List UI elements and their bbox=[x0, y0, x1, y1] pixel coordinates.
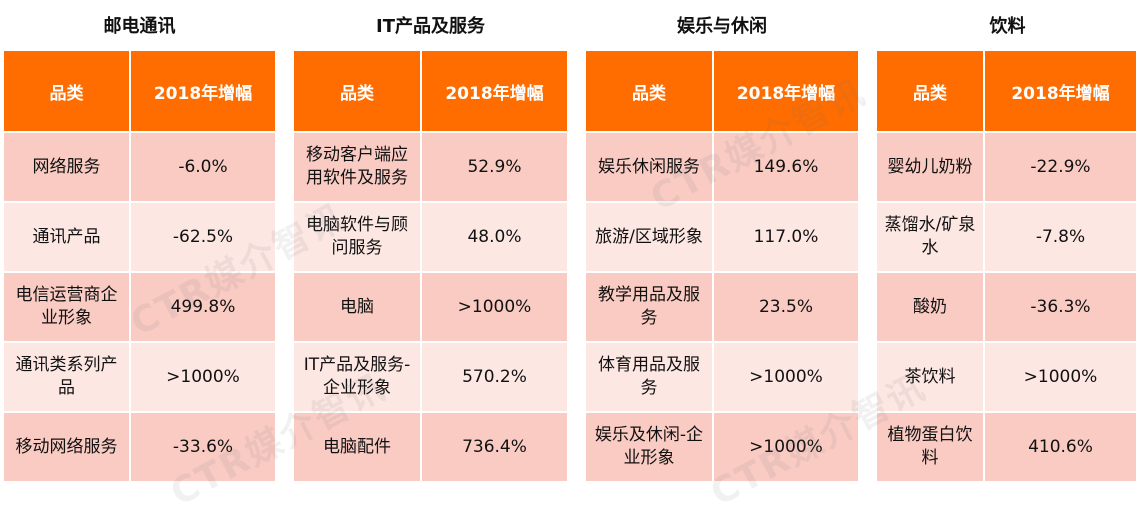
table-row: 网络服务 -6.0% bbox=[4, 133, 275, 201]
category-cell: 移动客户端应用软件及服务 bbox=[294, 133, 420, 201]
category-cell: IT产品及服务-企业形象 bbox=[294, 343, 420, 411]
category-cell: 体育用品及服务 bbox=[586, 343, 712, 411]
category-cell: 酸奶 bbox=[877, 273, 983, 341]
category-cell: 电脑软件与顾问服务 bbox=[294, 203, 420, 271]
table-row: 茶饮料 >1000% bbox=[877, 343, 1136, 411]
category-cell: 网络服务 bbox=[4, 133, 129, 201]
growth-cell: 117.0% bbox=[714, 203, 858, 271]
panel-title: 邮电通讯 bbox=[103, 16, 176, 37]
column-header-growth: 2018年增幅 bbox=[131, 51, 275, 131]
column-header-category: 品类 bbox=[877, 51, 983, 131]
growth-cell: -62.5% bbox=[131, 203, 275, 271]
category-cell: 电脑配件 bbox=[294, 413, 420, 481]
table-row: 体育用品及服务 >1000% bbox=[586, 343, 858, 411]
table-row: 通讯类系列产品 >1000% bbox=[4, 343, 275, 411]
category-cell: 通讯类系列产品 bbox=[4, 343, 129, 411]
growth-table: 品类 2018年增幅 娱乐休闲服务 149.6% 旅游/区域形象 117.0% … bbox=[584, 49, 860, 483]
growth-table: 品类 2018年增幅 网络服务 -6.0% 通讯产品 -62.5% 电信运营商企… bbox=[2, 49, 277, 483]
growth-cell: 48.0% bbox=[422, 203, 567, 271]
category-cell: 教学用品及服务 bbox=[586, 273, 712, 341]
table-row: 娱乐休闲服务 149.6% bbox=[586, 133, 858, 201]
table-row: 教学用品及服务 23.5% bbox=[586, 273, 858, 341]
growth-cell: -33.6% bbox=[131, 413, 275, 481]
growth-cell: -7.8% bbox=[985, 203, 1136, 271]
table-row: 娱乐及休闲-企业形象 >1000% bbox=[586, 413, 858, 481]
category-cell: 娱乐休闲服务 bbox=[586, 133, 712, 201]
table-row: 婴幼儿奶粉 -22.9% bbox=[877, 133, 1136, 201]
growth-cell: 149.6% bbox=[714, 133, 858, 201]
panel-title: 娱乐与休闲 bbox=[677, 16, 767, 37]
table-header-row: 品类 2018年增幅 bbox=[877, 51, 1136, 131]
table-row: 通讯产品 -62.5% bbox=[4, 203, 275, 271]
category-cell: 娱乐及休闲-企业形象 bbox=[586, 413, 712, 481]
growth-cell: -22.9% bbox=[985, 133, 1136, 201]
growth-cell: -36.3% bbox=[985, 273, 1136, 341]
growth-cell: 570.2% bbox=[422, 343, 567, 411]
category-cell: 婴幼儿奶粉 bbox=[877, 133, 983, 201]
growth-cell: >1000% bbox=[714, 343, 858, 411]
column-header-category: 品类 bbox=[294, 51, 420, 131]
growth-cell: >1000% bbox=[714, 413, 858, 481]
table-row: 电脑软件与顾问服务 48.0% bbox=[294, 203, 567, 271]
growth-table: 品类 2018年增幅 婴幼儿奶粉 -22.9% 蒸馏水/矿泉水 -7.8% 酸奶… bbox=[875, 49, 1138, 483]
category-cell: 蒸馏水/矿泉水 bbox=[877, 203, 983, 271]
growth-cell: >1000% bbox=[131, 343, 275, 411]
column-header-growth: 2018年增幅 bbox=[714, 51, 858, 131]
growth-cell: 736.4% bbox=[422, 413, 567, 481]
growth-cell: -6.0% bbox=[131, 133, 275, 201]
table-row: 移动客户端应用软件及服务 52.9% bbox=[294, 133, 567, 201]
growth-cell: 499.8% bbox=[131, 273, 275, 341]
table-row: IT产品及服务-企业形象 570.2% bbox=[294, 343, 567, 411]
table-header-row: 品类 2018年增幅 bbox=[4, 51, 275, 131]
growth-cell: >1000% bbox=[422, 273, 567, 341]
table-row: 电脑配件 736.4% bbox=[294, 413, 567, 481]
category-cell: 旅游/区域形象 bbox=[586, 203, 712, 271]
category-cell: 茶饮料 bbox=[877, 343, 983, 411]
growth-cell: 23.5% bbox=[714, 273, 858, 341]
table-header-row: 品类 2018年增幅 bbox=[586, 51, 858, 131]
column-header-growth: 2018年增幅 bbox=[985, 51, 1136, 131]
table-header-row: 品类 2018年增幅 bbox=[294, 51, 567, 131]
category-cell: 植物蛋白饮料 bbox=[877, 413, 983, 481]
growth-table: 品类 2018年增幅 移动客户端应用软件及服务 52.9% 电脑软件与顾问服务 … bbox=[292, 49, 569, 483]
column-header-growth: 2018年增幅 bbox=[422, 51, 567, 131]
table-row: 酸奶 -36.3% bbox=[877, 273, 1136, 341]
category-cell: 电脑 bbox=[294, 273, 420, 341]
column-header-category: 品类 bbox=[586, 51, 712, 131]
category-cell: 移动网络服务 bbox=[4, 413, 129, 481]
category-cell: 通讯产品 bbox=[4, 203, 129, 271]
table-row: 蒸馏水/矿泉水 -7.8% bbox=[877, 203, 1136, 271]
table-row: 移动网络服务 -33.6% bbox=[4, 413, 275, 481]
category-cell: 电信运营商企业形象 bbox=[4, 273, 129, 341]
panel-title: IT产品及服务 bbox=[376, 16, 485, 37]
table-row: 植物蛋白饮料 410.6% bbox=[877, 413, 1136, 481]
table-row: 旅游/区域形象 117.0% bbox=[586, 203, 858, 271]
growth-cell: >1000% bbox=[985, 343, 1136, 411]
table-row: 电脑 >1000% bbox=[294, 273, 567, 341]
panel-title: 饮料 bbox=[989, 16, 1026, 37]
growth-cell: 410.6% bbox=[985, 413, 1136, 481]
column-header-category: 品类 bbox=[4, 51, 129, 131]
growth-cell: 52.9% bbox=[422, 133, 567, 201]
table-row: 电信运营商企业形象 499.8% bbox=[4, 273, 275, 341]
